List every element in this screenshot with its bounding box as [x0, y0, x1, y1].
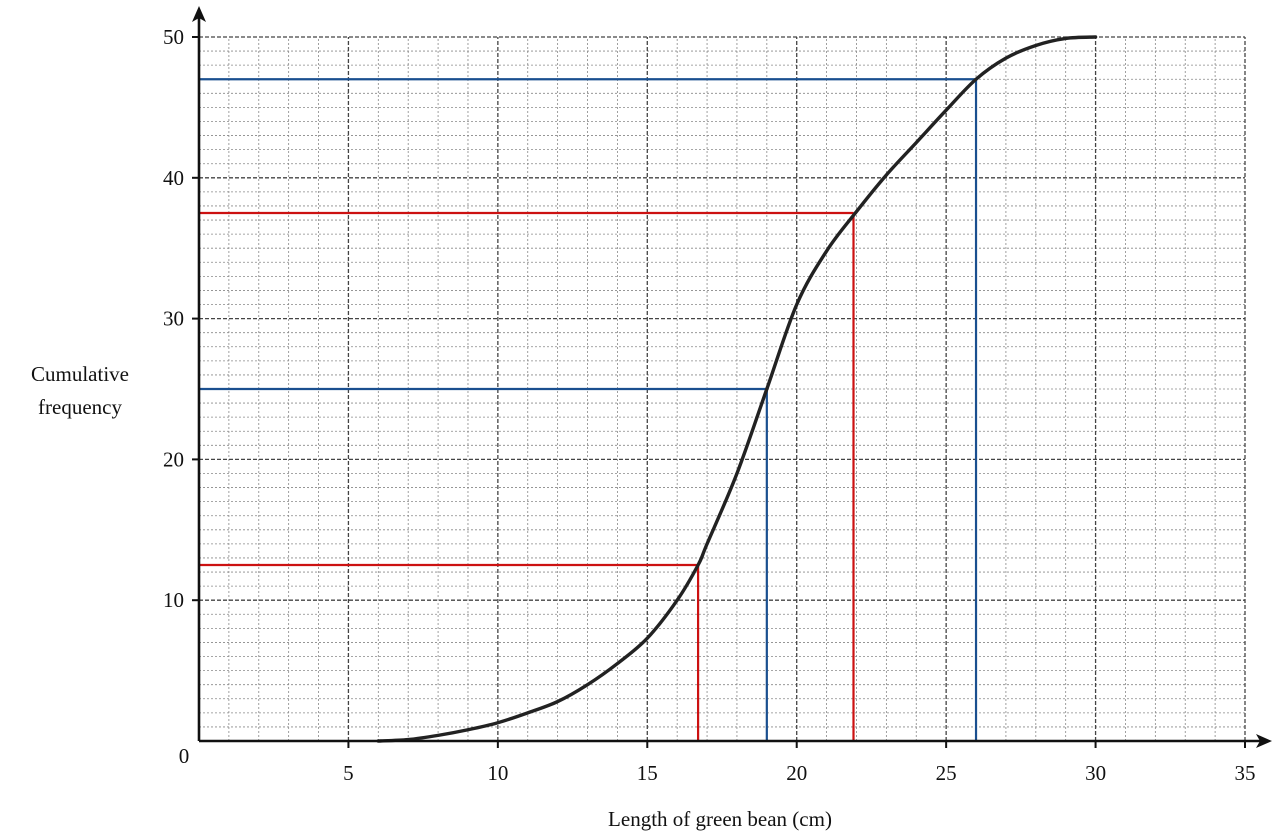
x-tick-label: 10 [487, 761, 508, 785]
x-tick-label: 30 [1085, 761, 1106, 785]
y-tick-labels: 10 20 30 40 50 [163, 25, 199, 612]
x-axis-arrow [1256, 734, 1272, 748]
grid-major [199, 36, 1246, 741]
y-tick-label: 10 [163, 588, 184, 612]
y-tick-label: 50 [163, 25, 184, 49]
x-tick-label: 35 [1235, 761, 1256, 785]
y-tick-label: 20 [163, 447, 184, 471]
x-tick-label: 5 [343, 761, 354, 785]
y-axis-label-line-2: frequency [38, 395, 122, 419]
x-tick-label: 25 [936, 761, 957, 785]
x-tick-labels: 5 10 15 20 25 30 35 [343, 741, 1256, 785]
y-axis-arrow [192, 6, 206, 22]
origin-label: 0 [179, 744, 190, 768]
x-axis-label: Length of green bean (cm) [608, 807, 832, 831]
y-tick-label: 30 [163, 307, 184, 331]
y-tick-label: 40 [163, 166, 184, 190]
cumulative-frequency-curve [376, 35, 1098, 743]
guide-lines [199, 78, 978, 741]
axes [192, 6, 1272, 748]
y-axis-label-line-1: Cumulative [31, 362, 129, 386]
x-tick-label: 15 [637, 761, 658, 785]
x-tick-label: 20 [786, 761, 807, 785]
